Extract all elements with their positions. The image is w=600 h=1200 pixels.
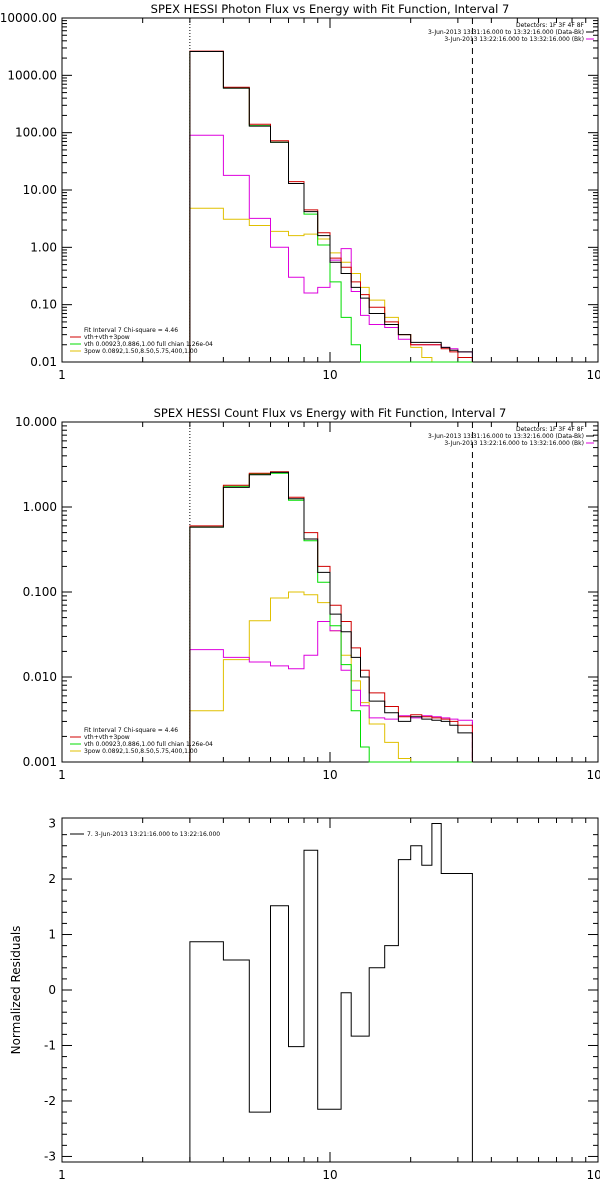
y-axis-label: Normalized Residuals (9, 926, 23, 1055)
x-tick-label: 1 (58, 768, 66, 782)
x-tick-label: 100 (587, 1168, 600, 1182)
series-3pow (189, 207, 473, 363)
y-tick-label: 0.100 (23, 585, 57, 599)
legend-left-text: Fit Interval 7 Chi-square = 4.46 (84, 327, 178, 334)
legend-right-text: 3-Jun-2013 13:22:16.000 to 13:32:16.000 … (444, 36, 584, 43)
chart-title: SPEX HESSI Count Flux vs Energy with Fit… (154, 406, 507, 420)
x-tick-label: 100 (587, 768, 600, 782)
y-tick-label: 0.010 (23, 670, 57, 684)
legend-left-text: vth+vth+3pow (84, 734, 130, 741)
y-tick-label: -3 (44, 1149, 56, 1163)
y-tick-label: 1 (48, 928, 56, 942)
x-tick-label: 1 (58, 1168, 66, 1182)
x-tick-label: 10 (322, 768, 337, 782)
x-tick-label: 10 (322, 1168, 337, 1182)
y-tick-label: 10000.00 (0, 11, 57, 25)
y-tick-label: 2 (48, 872, 56, 886)
y-tick-label: 0.10 (30, 298, 57, 312)
y-tick-label: 1.000 (23, 500, 57, 514)
chart-panel-1: SPEX HESSI Photon Flux vs Energy with Fi… (0, 2, 600, 382)
legend-right-text: Detectors: 1F 3F 4F 8F (516, 22, 585, 29)
series-bk (189, 134, 473, 362)
series-vth-vth-3pow (189, 471, 473, 762)
y-tick-label: 1.00 (30, 240, 57, 254)
legend-left-text: 3pow 0.0892,1.50,8.50,5.75,400,1.00 (84, 748, 198, 755)
chart-title: SPEX HESSI Photon Flux vs Energy with Fi… (151, 2, 510, 16)
series-data-bk (189, 51, 473, 362)
legend-right-text: 3-Jun-2013 13:22:16.000 to 13:32:16.000 … (444, 440, 584, 447)
legend-left-text: vth+vth+3pow (84, 334, 130, 341)
x-tick-label: 10 (322, 368, 337, 382)
y-tick-label: 100.00 (15, 126, 57, 140)
y-tick-label: 0.01 (30, 355, 57, 369)
y-tick-label: 3 (48, 817, 56, 831)
y-tick-label: 0 (48, 983, 56, 997)
y-tick-label: 10.000 (15, 415, 57, 429)
y-tick-label: 10.00 (23, 183, 57, 197)
legend-left-text: Fit Interval 7 Chi-square = 4.46 (84, 727, 178, 734)
series-7-3-jun-2013-13-21-16-000-to-13-22-16-000 (189, 823, 473, 1162)
series-vth-vth-3pow (189, 50, 473, 362)
legend-right-text: 3-Jun-2013 13:31:16.000 to 13:32:16.000 … (428, 29, 584, 36)
y-tick-label: 1000.00 (7, 68, 57, 82)
y-tick-label: 0.001 (23, 755, 57, 769)
legend-left-text: vth 0.00923,0.886,1.00 full chian 1.26e-… (84, 341, 213, 348)
series-data-bk (189, 471, 473, 762)
legend-right-text: 3-Jun-2013 13:31:16.000 to 13:32:16.000 … (428, 433, 584, 440)
legend-text: 7. 3-Jun-2013 13:21:16.000 to 13:22:16.0… (87, 831, 220, 838)
legend-right-text: Detectors: 1F 3F 4F 8F (516, 426, 585, 433)
chart-panel-2: SPEX HESSI Count Flux vs Energy with Fit… (15, 406, 600, 782)
legend-left-text: 3pow 0.0892,1.50,8.50,5.75,400,1.00 (84, 348, 198, 355)
x-tick-label: 100 (587, 368, 600, 382)
plot-frame (61, 17, 599, 363)
series-vth (189, 51, 473, 363)
x-tick-label: 1 (58, 368, 66, 382)
y-tick-label: -2 (44, 1094, 56, 1108)
series-3pow (189, 591, 473, 763)
series-bk (189, 621, 473, 762)
plot-frame (61, 817, 599, 1163)
legend-left-text: vth 0.00923,0.886,1.00 full chian 1.26e-… (84, 741, 213, 748)
y-tick-label: -1 (44, 1038, 56, 1052)
